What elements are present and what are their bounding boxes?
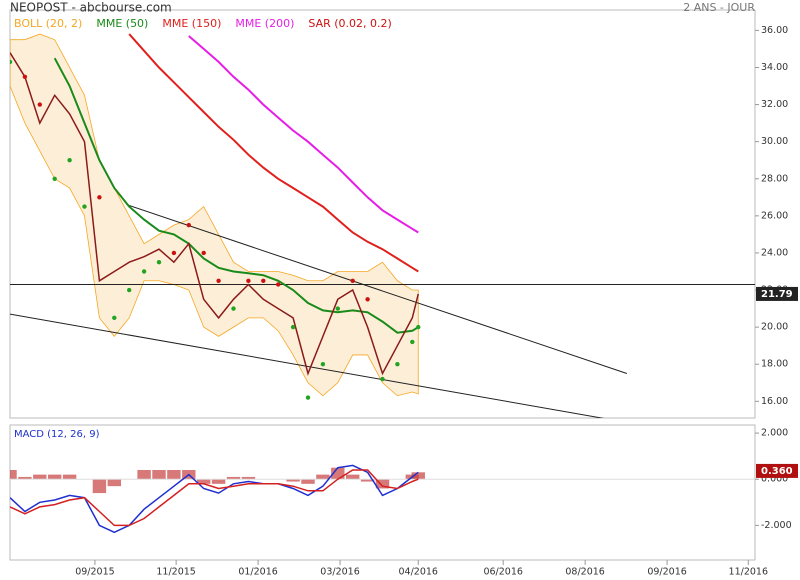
last-value-label: 21.79	[761, 289, 793, 300]
histogram-bar	[33, 474, 47, 480]
chart-title: NEOPOST - abcbourse.com	[10, 1, 172, 15]
histogram-bar	[167, 470, 181, 480]
moving-average	[128, 33, 419, 273]
sar-dot	[82, 204, 87, 209]
y-tick-label: 0.000	[761, 474, 788, 485]
legend-entry: MME (150)	[162, 17, 221, 30]
sar-dot	[365, 297, 370, 302]
macd-title: MACD (12, 26, 9)	[14, 429, 100, 440]
histogram-bar	[47, 474, 62, 480]
legend-entry: MME (50)	[96, 17, 148, 30]
sar-dot	[395, 362, 400, 367]
y-tick-label: 34.00	[761, 62, 788, 73]
last-value-box	[756, 463, 798, 478]
x-tick-label: 06/2016	[483, 567, 522, 578]
y-tick-label: 32.00	[761, 99, 788, 110]
sar-dot	[305, 395, 311, 400]
histogram-bar	[107, 479, 122, 487]
sar-dot	[10, 59, 13, 65]
price-line	[10, 52, 420, 376]
histogram-bar	[92, 479, 107, 494]
y-tick-label: -2.000	[761, 520, 792, 531]
x-tick-label: 04/2016	[399, 567, 438, 578]
sar-dot	[186, 222, 191, 228]
last-value-box	[756, 286, 798, 301]
histogram-bar	[10, 470, 17, 480]
last-value-label: 0.360	[761, 466, 793, 477]
histogram-bar	[331, 467, 345, 480]
y-tick-label: 2.000	[761, 428, 788, 439]
sar-dot	[290, 324, 296, 330]
x-tick-label: 11/2016	[729, 567, 768, 578]
histogram-bar	[62, 474, 77, 480]
y-tick-label: 20.00	[761, 322, 788, 333]
sar-dot	[380, 376, 385, 382]
macd-frame	[9, 424, 756, 561]
sar-dot	[52, 176, 57, 181]
histogram-bar	[411, 472, 425, 480]
histogram-bar	[345, 474, 360, 480]
histogram-bar	[286, 479, 300, 482]
histogram-bar	[316, 474, 330, 480]
x-tick-label: 09/2016	[647, 567, 686, 578]
macd-line	[10, 464, 419, 534]
sar-dot	[231, 306, 236, 311]
histogram-bar	[241, 476, 256, 480]
sar-dot	[97, 195, 102, 200]
sar-dot	[416, 324, 421, 330]
sar-dot	[112, 315, 117, 321]
y-tick-label: 18.00	[761, 359, 788, 370]
sar-dot	[320, 362, 326, 367]
sar-dot	[67, 158, 72, 163]
y-tick-label: 28.00	[761, 173, 788, 184]
sar-dot	[141, 269, 147, 274]
histogram-bar	[196, 479, 211, 484]
sar-dot	[216, 278, 221, 283]
sar-dot	[350, 278, 355, 283]
x-tick-label: 08/2016	[565, 567, 604, 578]
sar-dot	[410, 339, 415, 345]
sar-dot	[335, 306, 340, 311]
y-tick-label: 36.00	[761, 25, 788, 36]
legend-entry: MME (200)	[235, 17, 294, 30]
x-tick-label: 01/2016	[238, 567, 277, 578]
legend-entry: SAR (0.02, 0.2)	[308, 17, 391, 30]
sar-dot	[246, 278, 251, 283]
histogram-bar	[301, 479, 315, 484]
chart-subtitle: 2 ANS - JOUR	[683, 1, 755, 14]
histogram-bar	[226, 476, 241, 480]
moving-average	[53, 57, 419, 334]
x-tick-label: 03/2016	[320, 567, 359, 578]
histogram-bar	[152, 470, 166, 480]
legend-entry: BOLL (20, 2)	[14, 17, 82, 30]
x-tick-label: 11/2015	[156, 567, 195, 578]
macd-plot	[10, 464, 755, 534]
macd-line	[10, 469, 419, 527]
histogram-bar	[137, 470, 151, 480]
sar-dot	[156, 260, 162, 265]
sar-dot	[37, 102, 42, 107]
sar-dot	[22, 74, 28, 79]
histogram-bar	[360, 479, 375, 482]
bollinger-band	[10, 33, 419, 397]
price-plot	[10, 33, 755, 418]
y-tick-label: 16.00	[761, 396, 788, 407]
sar-dot	[261, 278, 266, 283]
y-tick-label: 30.00	[761, 136, 788, 147]
sar-dot	[171, 250, 177, 256]
histogram-bar	[18, 476, 32, 480]
x-tick-label: 09/2015	[75, 567, 114, 578]
histogram-bar	[375, 479, 390, 489]
trend-line	[126, 204, 628, 374]
price-frame	[9, 9, 756, 419]
sar-dot	[276, 282, 281, 287]
moving-average	[188, 35, 419, 234]
sar-dot	[127, 287, 132, 293]
y-tick-label: 26.00	[761, 210, 788, 221]
y-tick-label: 24.00	[761, 247, 788, 258]
sar-dot	[201, 250, 206, 256]
histogram-bar	[211, 479, 226, 484]
